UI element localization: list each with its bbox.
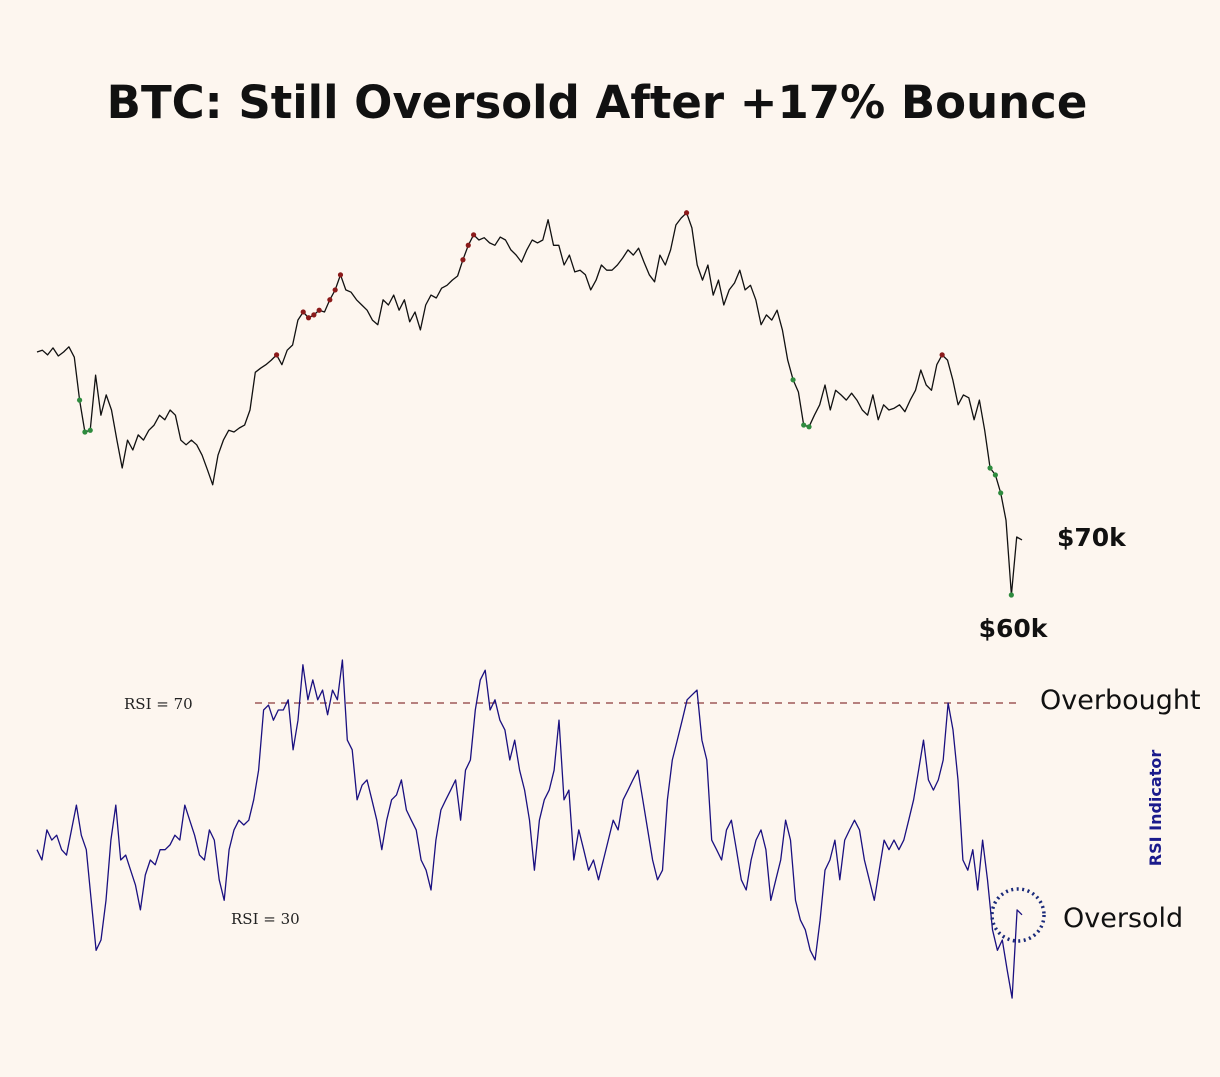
oversold-marker xyxy=(76,397,83,403)
overbought-marker xyxy=(465,242,471,248)
oversold-marker xyxy=(790,377,796,383)
oversold-marker xyxy=(1008,592,1014,598)
oversold-marker xyxy=(82,429,88,435)
overbought-marker xyxy=(311,312,317,318)
overbought-marker xyxy=(337,272,344,278)
overbought-marker xyxy=(273,352,280,358)
overbought-marker xyxy=(939,352,945,358)
overbought-marker xyxy=(316,307,322,313)
rsi-panel xyxy=(36,659,1023,999)
overbought-marker xyxy=(470,232,477,238)
oversold-marker xyxy=(998,490,1004,496)
price-panel xyxy=(36,210,1023,598)
overbought-marker xyxy=(327,297,333,303)
oversold-marker xyxy=(987,465,993,471)
oversold-label: Oversold xyxy=(1063,903,1183,934)
price-line xyxy=(36,212,1023,596)
price-label-low: $60k xyxy=(979,614,1049,643)
overbought-marker xyxy=(460,257,466,263)
oversold-marker xyxy=(801,422,807,428)
rsi-line xyxy=(36,659,1023,999)
oversold-marker xyxy=(992,472,998,478)
overbought-marker xyxy=(305,315,312,321)
rsi-70-label: RSI = 70 xyxy=(124,695,193,713)
oversold-highlight-circle xyxy=(990,887,1046,943)
oversold-marker xyxy=(806,424,812,430)
overbought-marker xyxy=(300,309,306,315)
overbought-marker xyxy=(332,287,338,293)
oversold-marker xyxy=(87,427,93,433)
rsi-30-label: RSI = 30 xyxy=(231,910,300,928)
price-label-last: $70k xyxy=(1057,523,1127,552)
overbought-label: Overbought xyxy=(1040,685,1201,716)
rsi-axis-label: RSI Indicator xyxy=(1146,750,1165,867)
overbought-marker xyxy=(683,210,690,216)
chart-title: BTC: Still Oversold After +17% Bounce xyxy=(107,76,1088,129)
